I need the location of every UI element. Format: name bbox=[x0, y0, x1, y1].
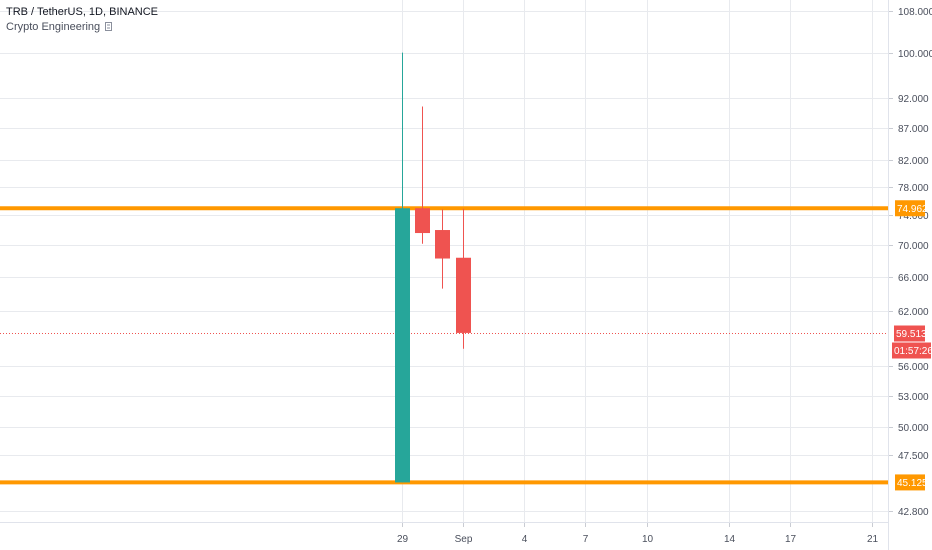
x-tick-label: 4 bbox=[522, 534, 528, 545]
x-tick-label: 21 bbox=[867, 534, 879, 545]
y-tick-label: 92.000 bbox=[898, 94, 929, 105]
candle-body[interactable] bbox=[415, 208, 430, 234]
y-tick-label: 56.000 bbox=[898, 362, 929, 373]
y-tick-label: 108.000 bbox=[898, 7, 932, 18]
level-price-badge bbox=[895, 200, 925, 217]
candlestick-series[interactable] bbox=[395, 52, 471, 483]
y-tick-label: 53.000 bbox=[898, 392, 929, 403]
level-price-label: 74.962 bbox=[897, 204, 928, 215]
last-price-badge bbox=[894, 325, 925, 342]
level-price-badge bbox=[895, 474, 925, 491]
y-tick-label: 62.000 bbox=[898, 307, 929, 318]
y-tick-label: 74.000 bbox=[898, 211, 929, 222]
last-price-label: 59.513 bbox=[896, 329, 927, 340]
y-tick-label: 70.000 bbox=[898, 241, 929, 252]
x-tick-label: 7 bbox=[583, 534, 589, 545]
y-tick-label: 42.800 bbox=[898, 507, 929, 518]
indicator-label[interactable]: Crypto Engineering bbox=[6, 20, 158, 35]
y-tick-label: 78.000 bbox=[898, 183, 929, 194]
candle-body[interactable] bbox=[456, 257, 471, 333]
x-tick-label: Sep bbox=[455, 534, 473, 545]
price-axis-badges: 74.962 45.125 59.513 01:57:26 bbox=[892, 200, 932, 491]
y-tick-label: 47.500 bbox=[898, 451, 929, 462]
x-tick-label: 10 bbox=[642, 534, 654, 545]
horizontal-levels[interactable] bbox=[0, 206, 888, 485]
chart-legend: TRB / TetherUS, 1D, BINANCE Crypto Engin… bbox=[6, 5, 158, 35]
symbol-title[interactable]: TRB / TetherUS, 1D, BINANCE bbox=[6, 6, 159, 18]
y-tick-label: 82.000 bbox=[898, 156, 929, 167]
candle-body[interactable] bbox=[395, 208, 410, 483]
level-price-label: 45.125 bbox=[897, 478, 928, 489]
y-tick-label: 87.000 bbox=[898, 124, 929, 135]
eye-icon[interactable] bbox=[105, 22, 113, 31]
countdown-badge bbox=[892, 342, 931, 359]
price-axis[interactable]: 108.000 100.000 92.000 87.000 82.000 78.000 74… bbox=[889, 7, 932, 518]
indicator-name: Crypto Engineering bbox=[6, 21, 101, 33]
candle-body[interactable] bbox=[435, 230, 450, 259]
bar-countdown-label: 01:57:26 bbox=[894, 346, 932, 357]
x-tick-label: 29 bbox=[397, 534, 409, 545]
x-tick-label: 14 bbox=[724, 534, 736, 545]
y-tick-label: 100.000 bbox=[898, 49, 932, 60]
x-tick-label: 17 bbox=[785, 534, 797, 545]
y-tick-label: 50.000 bbox=[898, 423, 929, 434]
chart-grid bbox=[0, 0, 888, 522]
y-tick-label: 66.000 bbox=[898, 273, 929, 284]
time-axis[interactable]: 29 Sep 4 7 10 14 17 21 bbox=[397, 523, 879, 545]
